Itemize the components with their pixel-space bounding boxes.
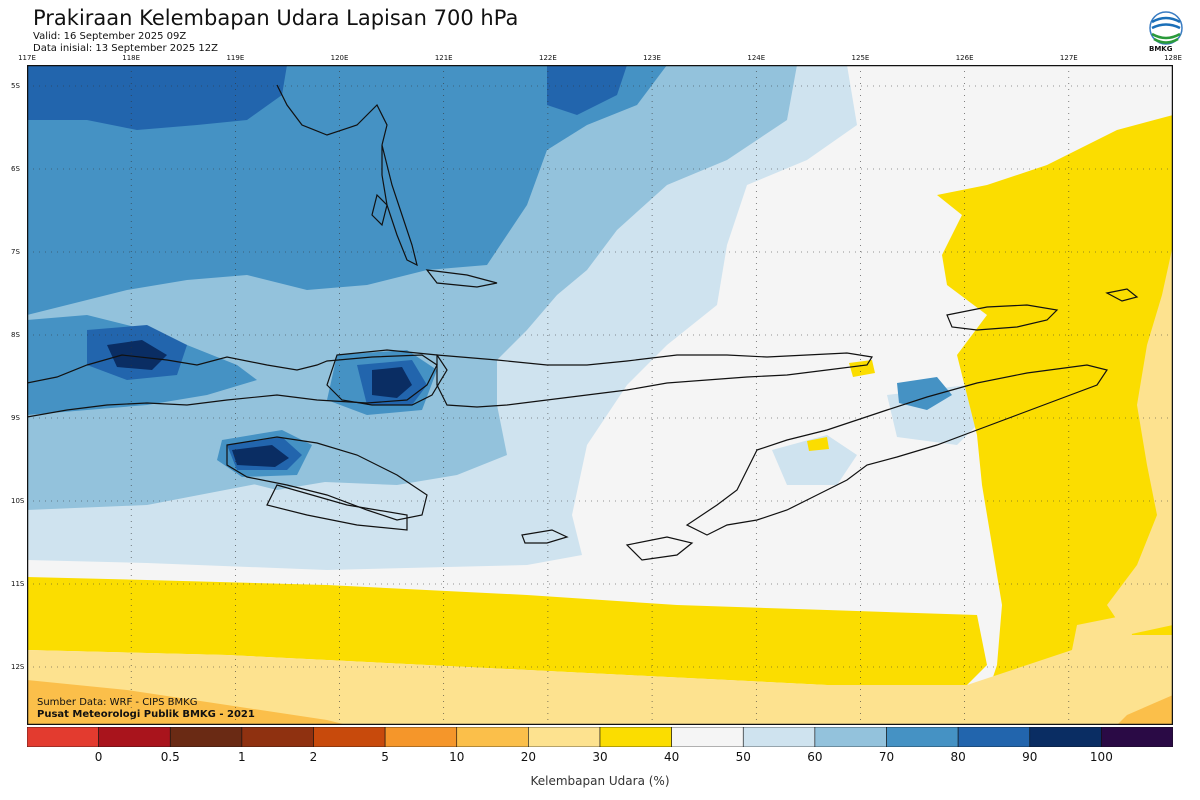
- latitude-label: 10S: [11, 497, 25, 505]
- longitude-label: 126E: [955, 54, 974, 62]
- longitude-label: 125E: [851, 54, 870, 62]
- legend-tick-label: 70: [878, 750, 895, 764]
- legend-tick-label: 80: [950, 750, 966, 764]
- humidity-band-80-90: [27, 65, 287, 130]
- latitude-label: 12S: [11, 663, 25, 671]
- latitude-label: 5S: [11, 82, 20, 90]
- coast-sumbawa-small: [266, 484, 408, 531]
- legend-swatch: [1029, 727, 1102, 747]
- coast-wetar: [946, 304, 1059, 331]
- map-frame: [27, 65, 1173, 725]
- coast-rote: [625, 536, 694, 561]
- legend-tick-label: 50: [735, 750, 751, 764]
- legend-swatch: [1101, 727, 1173, 747]
- initial-data-time: Data inisial: 13 September 2025 12Z: [33, 43, 218, 54]
- coast-kalimantan: [276, 84, 388, 146]
- humidity-band-90-100-sumbawa: [372, 367, 412, 398]
- coast-sumba: [226, 436, 428, 521]
- humidity-band-90-100-sumba: [232, 445, 289, 467]
- latitude-label: 11S: [11, 580, 25, 588]
- humidity-band-10-20-se: [1117, 695, 1173, 725]
- legend-swatch: [313, 727, 386, 747]
- latitude-label: 9S: [11, 414, 20, 422]
- longitude-label: 118E: [122, 54, 141, 62]
- legend-swatch: [384, 727, 458, 747]
- legend-tick-label: 30: [592, 750, 608, 764]
- coast-selayar: [371, 193, 388, 227]
- legend-swatch: [599, 727, 672, 747]
- latitude-label: 7S: [11, 248, 20, 256]
- legend-tick-label: 90: [1022, 750, 1038, 764]
- longitude-label: 123E: [643, 54, 661, 62]
- legend-tick-label: 10: [449, 750, 465, 764]
- humidity-band-20-30-pocket: [1072, 615, 1137, 665]
- humidity-band-30-40-east: [937, 115, 1173, 725]
- humidity-band-10-20-sw: [27, 680, 347, 725]
- coast-savu: [521, 529, 569, 544]
- legend-tick-label: 20: [520, 750, 537, 764]
- legend-swatch: [814, 727, 887, 747]
- legend-tick-label: 0: [94, 750, 103, 764]
- coast-east-islands: [1105, 288, 1139, 302]
- longitude-label: 121E: [434, 54, 453, 62]
- legend-swatch: [456, 727, 529, 747]
- humidity-band-30-40-south: [27, 577, 987, 685]
- data-source-credit: Sumber Data: WRF - CIPS BMKG: [37, 697, 198, 708]
- coast-sulawesi-south: [381, 144, 418, 267]
- humidity-band-20-30-south: [27, 635, 1173, 725]
- legend-swatch: [27, 727, 99, 747]
- legend-swatch: [241, 727, 314, 747]
- legend-tick-label: 2: [309, 750, 318, 764]
- humidity-map: [27, 65, 1173, 725]
- longitude-label: 120E: [330, 54, 349, 62]
- legend-tick-label: 1: [238, 750, 246, 764]
- longitude-label: 117E: [18, 54, 36, 62]
- bmkg-logo-text: BMKG: [1149, 45, 1173, 53]
- longitude-label: 127E: [1059, 54, 1078, 62]
- legend-tick-label: 5: [381, 750, 389, 764]
- longitude-label: 122E: [539, 54, 557, 62]
- coast-sumbawa: [326, 349, 448, 406]
- longitude-label: 128E: [1164, 54, 1182, 62]
- legend-tick-label: 40: [663, 750, 680, 764]
- coastlines: [27, 84, 1139, 561]
- legend-swatch: [742, 727, 816, 747]
- coast-flores: [436, 352, 873, 408]
- coast-lombok-bali: [27, 354, 438, 418]
- humidity-band-20-30-east: [1107, 245, 1173, 635]
- humidity-band-50-60-timor: [772, 435, 857, 485]
- organization-credit: Pusat Meteorologi Publik BMKG - 2021: [37, 709, 255, 720]
- legend-swatch: [528, 727, 601, 747]
- humidity-band-30-40-timor: [807, 437, 829, 451]
- map-title: Prakiraan Kelembapan Udara Lapisan 700 h…: [33, 6, 519, 30]
- legend-swatch: [671, 727, 744, 747]
- humidity-band-70-80: [27, 65, 667, 315]
- legend-swatch: [98, 727, 171, 747]
- longitude-label: 119E: [226, 54, 245, 62]
- legend-title: Kelembapan Udara (%): [530, 774, 670, 788]
- legend-colorbar: [27, 727, 1173, 747]
- latitude-label: 6S: [11, 165, 20, 173]
- humidity-band-80-90-east: [547, 65, 627, 115]
- coast-timor: [685, 364, 1108, 536]
- legend-tick-label: 0.5: [160, 750, 180, 764]
- valid-time: Valid: 16 September 2025 09Z: [33, 31, 187, 42]
- legend-swatch: [886, 727, 959, 747]
- bmkg-logo-icon: [1149, 11, 1183, 45]
- humidity-band-30-40-small: [849, 360, 875, 377]
- longitude-label: 124E: [747, 54, 766, 62]
- coast-flores-sea-islands: [425, 269, 498, 288]
- humidity-band-90-100-bali: [107, 340, 167, 370]
- legend-tick-label: 60: [807, 750, 823, 764]
- latitude-label: 8S: [11, 331, 20, 339]
- legend-tick-label: 100: [1089, 750, 1113, 764]
- legend-swatch: [957, 727, 1031, 747]
- legend-swatch: [169, 727, 243, 747]
